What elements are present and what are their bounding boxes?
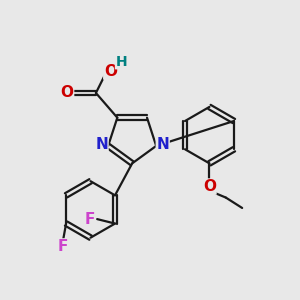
Text: F: F <box>58 239 68 254</box>
Text: N: N <box>95 137 108 152</box>
Text: O: O <box>203 179 216 194</box>
Text: O: O <box>104 64 117 79</box>
Text: H: H <box>116 55 127 69</box>
Text: N: N <box>156 137 169 152</box>
Text: F: F <box>85 212 95 226</box>
Text: O: O <box>61 85 74 100</box>
